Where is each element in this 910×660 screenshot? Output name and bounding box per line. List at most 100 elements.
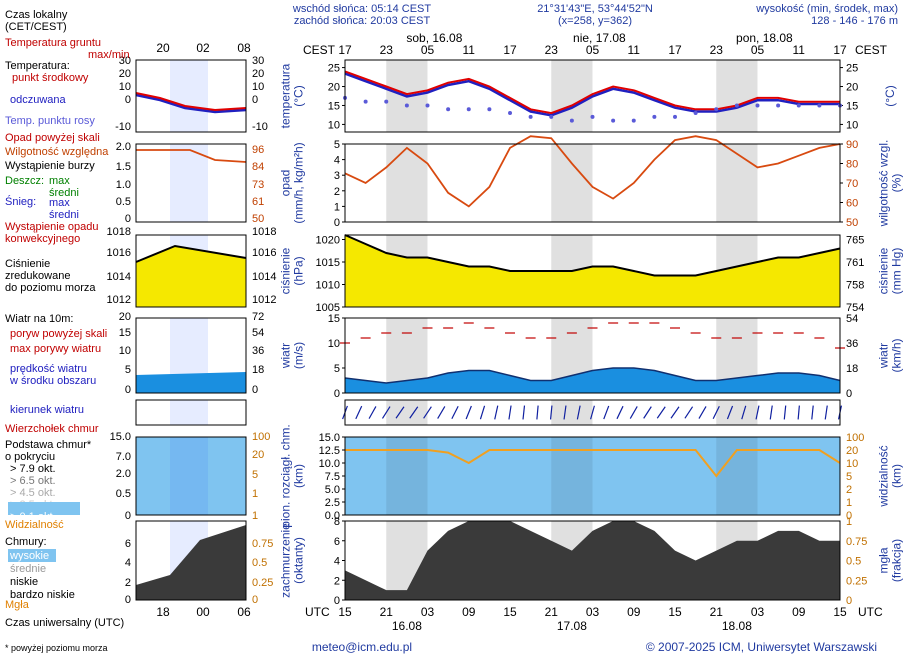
wind-direction-arrow: [824, 405, 828, 420]
day-label-bottom: 18.08: [722, 619, 752, 633]
legend-okt: > 6.5 okt.: [10, 475, 56, 487]
dew-point-dot: [755, 103, 760, 108]
precip-axis-label-line: (mm/h, kg/m²h): [292, 142, 306, 223]
dew-point-dot: [673, 114, 677, 119]
legend-utc-tick: 00: [196, 605, 210, 619]
day-label-bottom: 16.08: [392, 619, 422, 633]
local-hour-label: 11: [463, 43, 476, 57]
legend-hum-tick: 84: [252, 161, 264, 173]
local-hour-label: 05: [751, 43, 765, 57]
night-shade: [551, 400, 593, 425]
email-link[interactable]: meteo@icm.edu.pl: [312, 640, 412, 654]
fog-tick: 0: [846, 595, 852, 607]
humidity-tick: 60: [846, 198, 858, 210]
dew-point-dot: [508, 111, 512, 116]
wind-direction-arrow: [616, 405, 624, 420]
dew-point-dot: [714, 107, 719, 112]
cover-tick: 2: [334, 575, 340, 587]
legend-vis-tick: 20: [252, 449, 264, 461]
pressure-mm-axis-label-line: (mm Hg): [890, 248, 904, 295]
copyright-text: © 2007-2025 ICM, Uniwersytet Warszawski: [646, 640, 877, 654]
utc-hour-label: 09: [462, 605, 476, 619]
dew-point-dot: [796, 103, 801, 108]
dew-point-dot: [569, 118, 574, 123]
pressure-tick: 1010: [316, 280, 340, 292]
cover-tick: 6: [334, 536, 340, 548]
legend-fog-tick: 0: [252, 594, 258, 606]
legend-night-shade: [170, 144, 208, 222]
altitude-values: 128 - 146 - 176 m: [811, 15, 898, 27]
wind-direction-arrow: [355, 405, 363, 420]
legend-gust-over: poryw powyżej skali: [10, 328, 107, 340]
wind-direction-arrow: [437, 406, 446, 419]
legend-wind-mean: w środku obszaru: [9, 375, 96, 387]
legend-okt: > 7.9 okt.: [10, 463, 56, 475]
utc-hour-label: 09: [792, 605, 806, 619]
pressure-mmhg-tick: 758: [846, 280, 864, 292]
precip-tick: 4: [334, 155, 340, 167]
temp-tick-right: 20: [846, 82, 858, 94]
legend-wind-kmh-tick: 54: [252, 327, 264, 339]
legend-pres-tick-right: 1016: [252, 247, 276, 259]
wind-direction-arrow: [549, 405, 553, 420]
legend-utc-tick: 06: [237, 605, 251, 619]
legend-wind-mean: prędkość wiatru: [10, 363, 87, 375]
cover-tick: 4: [334, 556, 340, 568]
cloud-tick: 15.0: [319, 432, 340, 444]
dew-point-dot: [734, 103, 739, 108]
legend-temp-tick: 0: [125, 94, 131, 106]
legend-fog-tick: 0.25: [252, 577, 273, 589]
legend-wind-tick: 20: [119, 311, 131, 323]
local-hour-label: 17: [668, 43, 682, 57]
dew-point-dot: [446, 107, 451, 112]
legend-snow-mid: średni: [49, 209, 79, 221]
legend-pres-tick: 1014: [107, 271, 131, 283]
legend-high-bg: [8, 549, 56, 562]
legend-hum-tick: 50: [252, 213, 264, 225]
legend-okt-bg: [8, 502, 80, 515]
legend-cover-tick: 2: [125, 577, 131, 589]
night-shade: [716, 400, 758, 425]
legend-pressure-area: [136, 246, 246, 307]
wind-direction-arrow: [684, 406, 694, 419]
legend-wind-kmh-tick: 36: [252, 345, 264, 357]
cloud-tick: 7.5: [325, 471, 340, 483]
cover-tick: 0: [334, 595, 340, 607]
panel-cloud-frame: [344, 436, 841, 516]
legend-cloud-base: Podstawa chmur*: [5, 439, 92, 451]
wind-direction-arrow: [395, 406, 405, 419]
wind-direction-arrow: [603, 405, 610, 420]
legend-night-shade: [170, 400, 208, 425]
legend-cover-area: [136, 525, 246, 600]
legend-snow: Śnieg:: [5, 195, 36, 208]
legend-pres-tick: 1012: [107, 294, 131, 306]
legend-cloud-top: Wierzchołek chmur: [5, 423, 99, 435]
dew-point-dot: [404, 103, 409, 108]
legend-maxmin: max/min: [88, 49, 130, 61]
legend-temp-line: [135, 92, 247, 112]
legend-rain-over: Opad powyżej skali: [5, 132, 100, 144]
night-shade: [551, 437, 593, 515]
legend-vis-tick: 1: [252, 488, 258, 500]
pressure-tick: 1015: [316, 257, 340, 269]
legend-temp-tick-right: -10: [252, 121, 268, 133]
wind-axis-label: wiatr (m/s): [279, 342, 306, 369]
dew-point-dot: [693, 111, 698, 116]
vis-tick: 20: [846, 445, 858, 457]
wind-direction-arrow: [656, 406, 666, 419]
legend-rain-max: max: [49, 175, 70, 187]
legend-pres-tick: 1018: [107, 226, 131, 238]
humidity-tick: 80: [846, 159, 858, 171]
legend-precip-tick: 1.5: [116, 161, 131, 173]
wind-direction-arrow: [712, 405, 720, 420]
tz-utc-right: UTC: [858, 605, 883, 619]
wind-direction-arrow: [368, 406, 377, 419]
precip-axis-label: opad (mm/h, kg/m²h): [279, 142, 306, 223]
wind-direction-arrow: [797, 405, 800, 420]
panel-dir-frame: [344, 399, 841, 426]
legend-precip-tick: 0.5: [116, 196, 131, 208]
felt-temp-line: [344, 72, 840, 117]
dew-point-dot: [549, 114, 554, 119]
